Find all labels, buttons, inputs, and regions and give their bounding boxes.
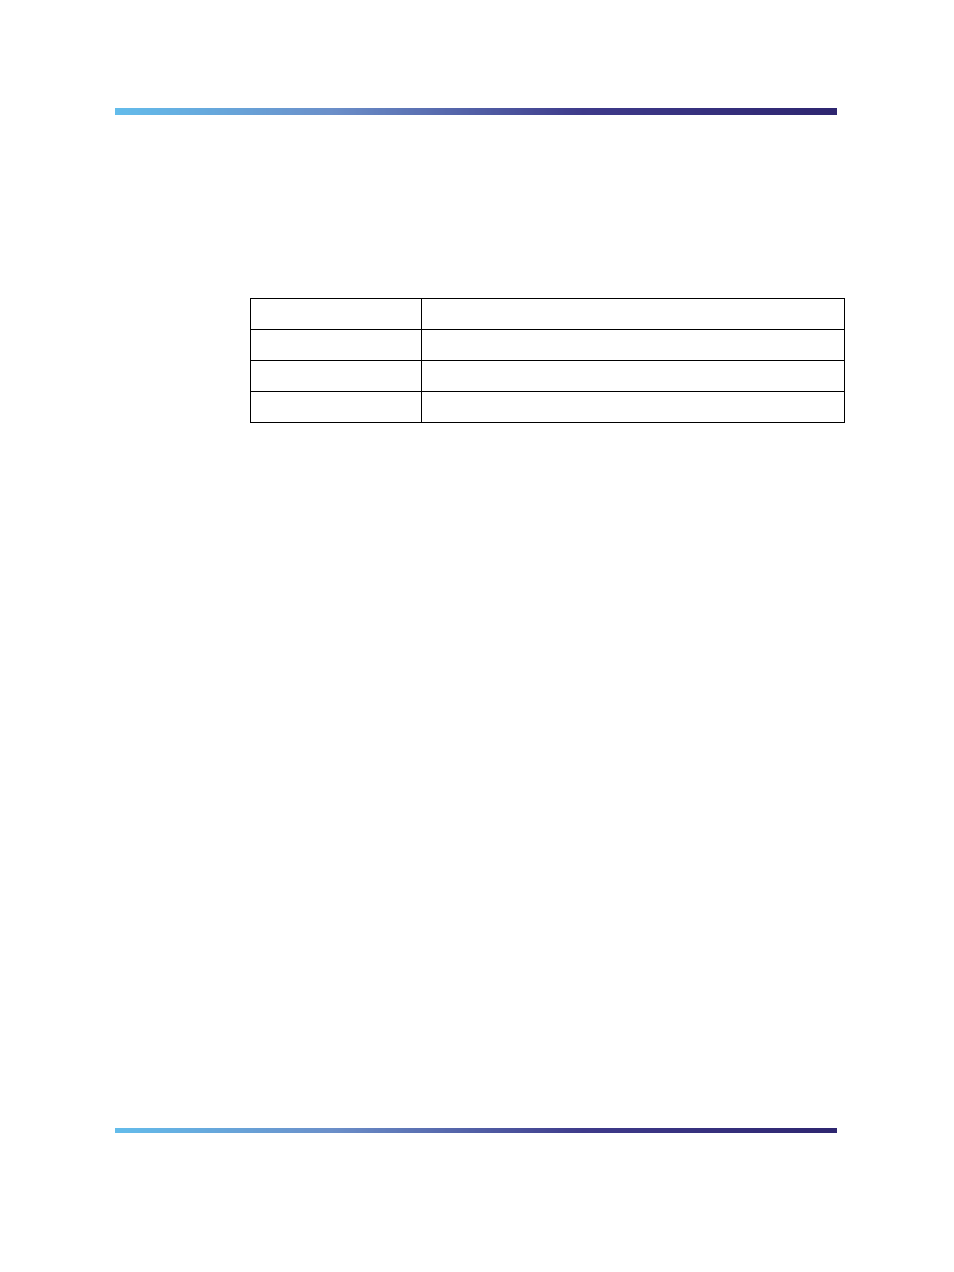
table-row [251, 361, 845, 392]
table-cell [251, 330, 422, 361]
empty-table [250, 298, 845, 423]
table-cell [251, 299, 422, 330]
table-cell [422, 392, 845, 423]
document-page [0, 0, 954, 1272]
table-cell [422, 299, 845, 330]
table-row [251, 330, 845, 361]
table-cell [251, 361, 422, 392]
header-gradient-rule [115, 108, 837, 115]
table-row [251, 392, 845, 423]
table-cell [422, 361, 845, 392]
table-cell [422, 330, 845, 361]
table-row [251, 299, 845, 330]
table-cell [251, 392, 422, 423]
footer-gradient-rule [115, 1128, 837, 1133]
